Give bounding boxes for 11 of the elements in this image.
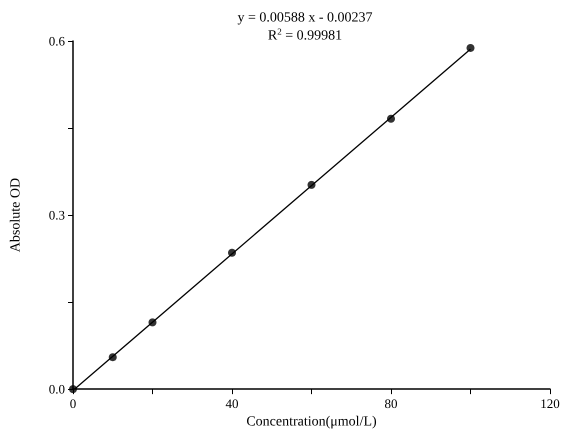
x-tick-label: 0	[70, 396, 76, 412]
x-tick-label: 40	[226, 396, 238, 412]
point	[466, 44, 474, 52]
y-axis-title: Absolute OD	[8, 178, 24, 252]
x-tick-label: 80	[384, 396, 398, 412]
text: y = 0.00588 x - 0.00237	[237, 10, 373, 26]
x-tick-label: 120	[540, 396, 560, 412]
x-axis-title: Concentration(μmol/L)	[246, 414, 378, 430]
y-tick-label: 0.6	[48, 34, 66, 48]
y-tick-label: 0.3	[48, 208, 65, 223]
y-tick-label: 0.0	[48, 382, 65, 397]
